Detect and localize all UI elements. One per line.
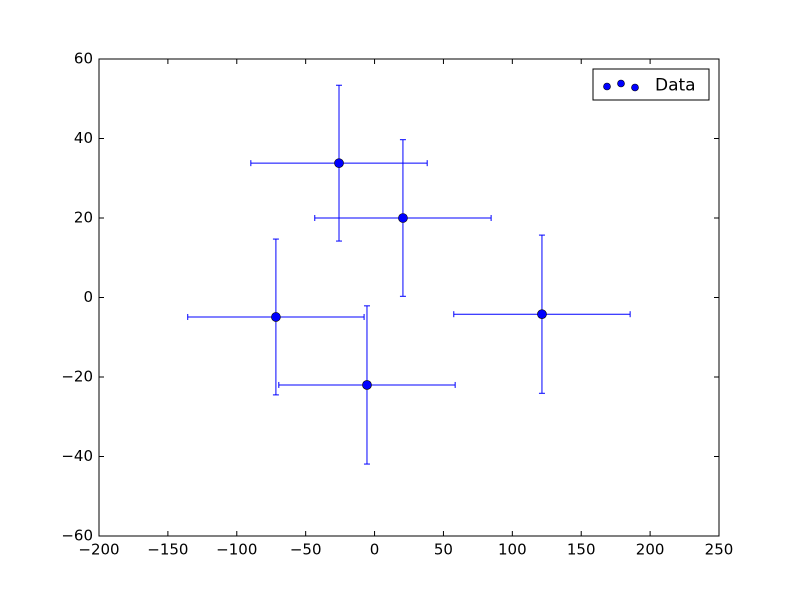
point (537, 309, 547, 319)
point (398, 213, 408, 223)
y-tick-label: 40 (74, 129, 93, 147)
legend-label: Data (655, 76, 696, 96)
y-tick-label: 60 (74, 50, 93, 68)
x-tick-label: 0 (370, 541, 380, 559)
x-tick-label: 250 (705, 541, 734, 559)
y-tick-label: −60 (61, 527, 93, 545)
point (362, 380, 372, 390)
x-tick-label: 150 (567, 541, 596, 559)
y-tick-label: −40 (61, 447, 93, 465)
x-tick-label: −150 (147, 541, 188, 559)
plot-area (98, 58, 720, 537)
legend-marker (603, 82, 611, 91)
x-tick-label: −50 (290, 541, 322, 559)
legend-marker (631, 83, 639, 92)
x-tick-label: 200 (636, 541, 665, 559)
point (334, 158, 344, 168)
y-tick-label: 0 (83, 288, 93, 306)
x-tick-label: −100 (216, 541, 257, 559)
y-tick-label: −20 (61, 368, 93, 386)
point (271, 312, 281, 322)
y-tick-label: 20 (74, 209, 93, 227)
legend-marker (617, 79, 625, 88)
x-tick-label: 50 (434, 541, 453, 559)
x-tick-label: −200 (78, 541, 119, 559)
x-tick-label: 100 (498, 541, 527, 559)
legend-box (592, 68, 710, 101)
